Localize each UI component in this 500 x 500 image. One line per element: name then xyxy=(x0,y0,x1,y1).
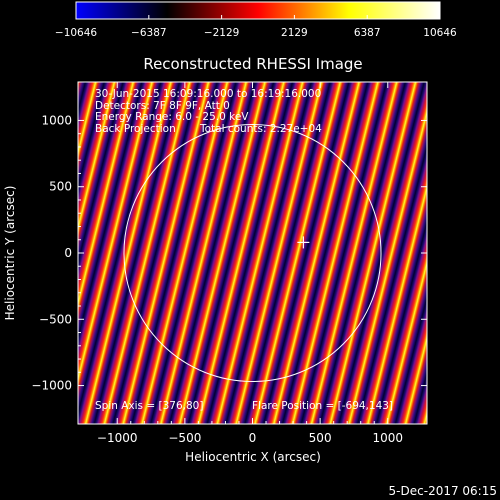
x-tick-label: −1000 xyxy=(97,431,138,445)
colorbar-tick-label: −2129 xyxy=(204,27,240,39)
colorbar-tick-label: 6387 xyxy=(354,27,381,39)
annotation-time: 30-Jun-2015 16:09:16.000 to 16:19:16.000 xyxy=(95,88,321,100)
plot-area: −1000 −500 0 500 1000 −1000 −500 0 500 1000 30-J… xyxy=(31,81,428,445)
colorbar-tick-label: 10646 xyxy=(423,27,457,39)
x-axis-ticks: −1000 −500 0 500 1000 xyxy=(97,82,403,445)
annotation-block: 30-Jun-2015 16:09:16.000 to 16:19:16.000… xyxy=(95,88,393,412)
x-tick-label: 1000 xyxy=(372,431,403,445)
annotation-detectors: Detectors: 7F 8F 9F, Att 0 xyxy=(95,100,230,112)
x-tick-label: 500 xyxy=(309,431,332,445)
spin-axis-cross-marker xyxy=(297,236,310,249)
colorbar xyxy=(75,1,441,20)
y-axis-label: Heliocentric Y (arcsec) xyxy=(3,186,17,321)
colorbar-ticks: −10646 −6387 −2129 2129 6387 10646 xyxy=(55,15,457,39)
annotation-flare-position: Flare Position = [-694,143] xyxy=(252,400,393,412)
y-tick-label: −500 xyxy=(39,312,72,326)
heatmap-image xyxy=(78,82,427,424)
y-tick-label: 500 xyxy=(49,180,72,194)
colorbar-tick-label: −10646 xyxy=(55,27,98,39)
colorbar-tick-label: −6387 xyxy=(131,27,167,39)
chart-title: Reconstructed RHESSI Image xyxy=(143,55,362,73)
annotation-energy: Energy Range: 6.0 - 25.0 keV xyxy=(95,111,249,123)
annotation-spin-axis: Spin Axis = [376,80] xyxy=(95,400,203,412)
annotation-method: Back Projection xyxy=(95,123,176,135)
y-axis-ticks: −1000 −500 0 500 1000 xyxy=(31,113,427,393)
annotation-counts: Total counts: 2.27e+04 xyxy=(199,123,322,135)
x-tick-label: 0 xyxy=(249,431,257,445)
x-axis-label: Heliocentric X (arcsec) xyxy=(185,450,321,464)
y-tick-label: 1000 xyxy=(41,113,72,127)
y-tick-label: −1000 xyxy=(31,379,72,393)
colorbar-tick-label: 2129 xyxy=(281,27,308,39)
x-tick-label: −500 xyxy=(168,431,201,445)
solar-limb-circle xyxy=(123,123,382,383)
y-tick-label: 0 xyxy=(64,246,72,260)
footer-timestamp: 5-Dec-2017 06:15 xyxy=(389,484,497,498)
